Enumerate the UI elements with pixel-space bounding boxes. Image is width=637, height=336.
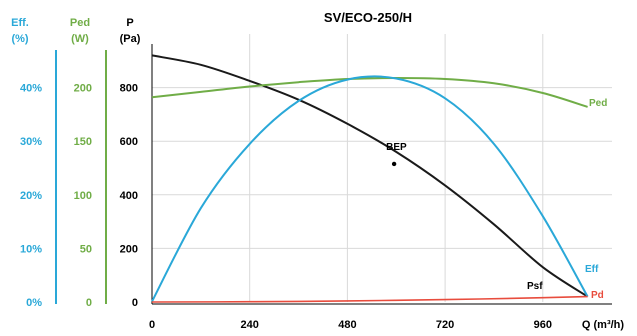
- chart-labels: Eff. (%) Ped (W) P (Pa) Q (m³/h) Psf Ped Eff Pd BEP: [11, 17, 624, 331]
- chart-series: [151, 54, 589, 303]
- power-tick-label: 100: [74, 190, 92, 202]
- bep-marker: [391, 161, 397, 167]
- pressure-tick-label: 400: [120, 190, 138, 202]
- series-label-eff: Eff: [585, 264, 599, 275]
- series-eff-line: [151, 75, 589, 302]
- efficiency-tick-label: 30%: [20, 136, 42, 148]
- series-label-ped: Ped: [589, 98, 607, 109]
- power-tick-label: 150: [74, 136, 92, 148]
- x-tick-label: 480: [338, 319, 356, 331]
- power-tick-label: 50: [80, 243, 92, 255]
- pressure-axis-unit: (Pa): [120, 33, 141, 45]
- chart-grid: [152, 34, 612, 302]
- x-tick-label: 0: [149, 319, 155, 331]
- series-label-pd: Pd: [591, 290, 604, 301]
- series-ped-line: [151, 76, 588, 108]
- power-axis-unit: (W): [71, 33, 89, 45]
- efficiency-axis-title: Eff.: [11, 17, 29, 29]
- pressure-tick-label: 800: [120, 83, 138, 95]
- pressure-tick-label: 0: [132, 297, 138, 309]
- power-tick-label: 0: [86, 297, 92, 309]
- series-psf-line: [151, 54, 589, 298]
- power-axis-title: Ped: [70, 17, 90, 29]
- x-axis-label: Q (m³/h): [582, 319, 624, 331]
- efficiency-tick-label: 10%: [20, 243, 42, 255]
- efficiency-tick-label: 20%: [20, 190, 42, 202]
- series-pd-line: [151, 295, 588, 303]
- efficiency-tick-label: 0%: [26, 297, 42, 309]
- power-tick-label: 200: [74, 83, 92, 95]
- pressure-tick-label: 200: [120, 243, 138, 255]
- bep-label: BEP: [386, 142, 407, 153]
- chart-title: SV/ECO-250/H: [324, 10, 412, 25]
- x-tick-label: 240: [241, 319, 259, 331]
- chart-axes: 0 200 400 600 800 0 240 480 720 960 0 50 100 150 200 0%…: [20, 44, 612, 331]
- efficiency-tick-label: 40%: [20, 83, 42, 95]
- efficiency-axis-unit: (%): [11, 33, 28, 45]
- x-tick-label: 720: [436, 319, 454, 331]
- pressure-axis-title: P: [126, 17, 133, 29]
- x-tick-label: 960: [534, 319, 552, 331]
- pressure-tick-label: 600: [120, 136, 138, 148]
- series-label-psf: Psf: [527, 281, 543, 292]
